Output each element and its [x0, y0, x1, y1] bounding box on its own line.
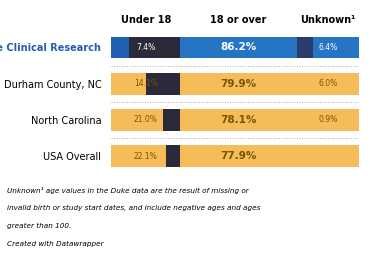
Text: 79.9%: 79.9% — [221, 79, 257, 89]
Bar — [181, 37, 370, 58]
Bar — [111, 109, 163, 131]
Bar — [297, 37, 359, 58]
Text: 78.1%: 78.1% — [221, 115, 257, 125]
Bar — [181, 109, 297, 131]
Bar — [181, 73, 297, 95]
Bar — [297, 73, 312, 95]
Bar — [181, 37, 297, 58]
Text: 21.0%: 21.0% — [134, 115, 158, 124]
Text: Unknown¹: Unknown¹ — [300, 15, 356, 25]
Bar — [111, 37, 130, 58]
Bar — [111, 145, 166, 167]
Bar — [297, 145, 359, 167]
Text: 86.2%: 86.2% — [221, 42, 257, 53]
Text: 6.4%: 6.4% — [318, 43, 337, 52]
Bar — [111, 109, 181, 131]
Text: Created with Datawrapper: Created with Datawrapper — [7, 241, 104, 247]
Text: 18 or over: 18 or over — [211, 15, 267, 25]
Text: Unknown¹ age values in the Duke data are the result of missing or: Unknown¹ age values in the Duke data are… — [7, 187, 249, 194]
Text: 14.1%: 14.1% — [134, 79, 158, 88]
Bar — [297, 109, 359, 131]
Bar — [181, 73, 370, 95]
Text: 0.9%: 0.9% — [318, 115, 337, 124]
Text: 6.0%: 6.0% — [318, 79, 337, 88]
Text: 7.4%: 7.4% — [136, 43, 155, 52]
Text: greater than 100.: greater than 100. — [7, 223, 72, 229]
Bar — [181, 145, 370, 167]
Text: 22.1%: 22.1% — [134, 152, 158, 161]
Bar — [111, 73, 146, 95]
Text: invalid birth or study start dates, and include negative ages and ages: invalid birth or study start dates, and … — [7, 205, 261, 211]
Bar — [297, 109, 299, 131]
Bar — [181, 109, 370, 131]
Bar — [181, 145, 297, 167]
Text: 77.9%: 77.9% — [221, 151, 257, 161]
Text: Under 18: Under 18 — [121, 15, 171, 25]
Bar — [111, 37, 181, 58]
Bar — [297, 37, 313, 58]
Bar — [297, 73, 359, 95]
Bar — [111, 73, 181, 95]
Bar — [111, 145, 181, 167]
